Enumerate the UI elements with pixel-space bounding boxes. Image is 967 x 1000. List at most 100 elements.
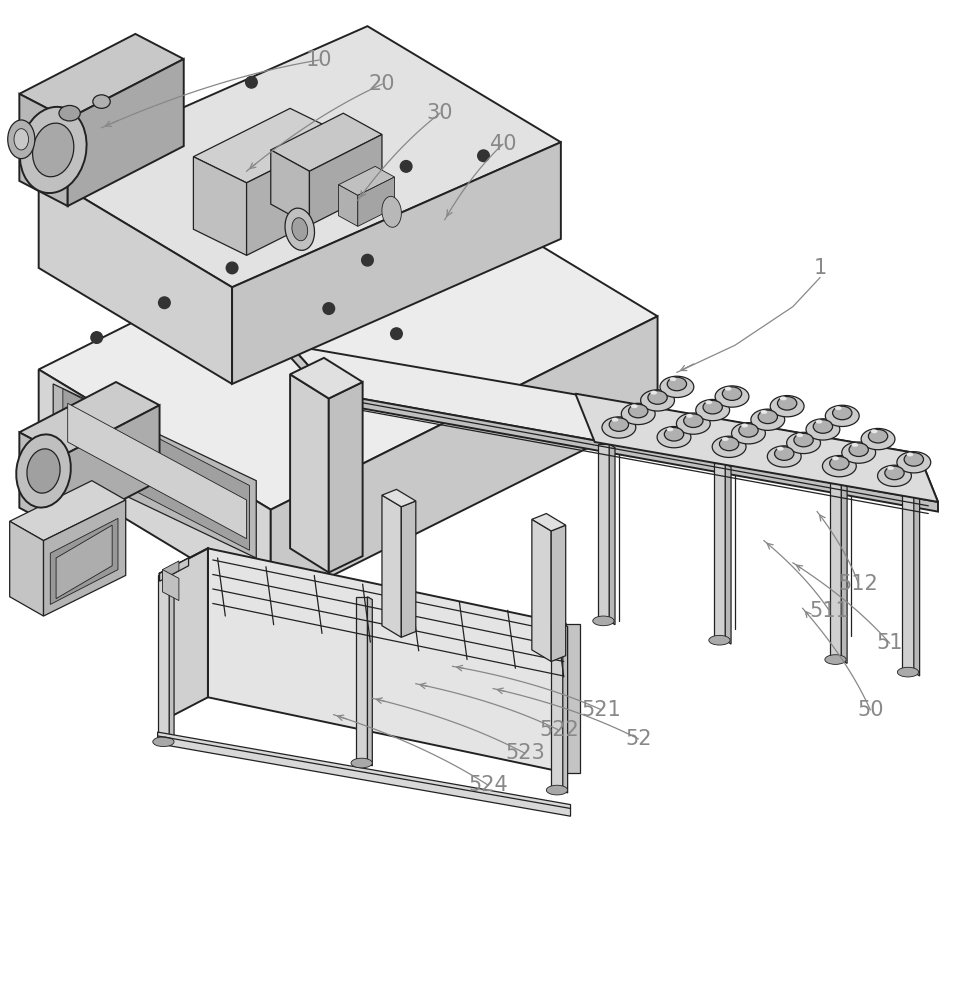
Polygon shape (309, 134, 382, 225)
Polygon shape (271, 316, 658, 606)
Ellipse shape (14, 129, 29, 150)
Ellipse shape (833, 406, 852, 420)
Polygon shape (532, 519, 551, 661)
Polygon shape (401, 501, 416, 637)
Polygon shape (162, 561, 179, 579)
Polygon shape (193, 157, 247, 255)
Ellipse shape (667, 377, 687, 391)
Ellipse shape (59, 105, 80, 121)
Polygon shape (714, 463, 725, 640)
Polygon shape (532, 514, 566, 531)
Polygon shape (208, 548, 566, 773)
Circle shape (246, 76, 257, 88)
Ellipse shape (885, 466, 904, 480)
Polygon shape (158, 575, 169, 742)
Circle shape (391, 328, 402, 339)
Ellipse shape (851, 443, 859, 447)
Ellipse shape (815, 420, 822, 424)
Ellipse shape (832, 456, 839, 460)
Circle shape (226, 262, 238, 274)
Polygon shape (19, 432, 63, 531)
Text: 10: 10 (306, 50, 333, 70)
Text: 511: 511 (809, 601, 850, 621)
Text: 1: 1 (813, 258, 827, 278)
Ellipse shape (621, 403, 656, 425)
Polygon shape (830, 483, 841, 660)
Ellipse shape (887, 466, 894, 470)
Polygon shape (19, 94, 68, 206)
Polygon shape (551, 624, 563, 790)
Ellipse shape (677, 413, 710, 434)
Ellipse shape (16, 434, 71, 508)
Ellipse shape (93, 95, 110, 108)
Polygon shape (563, 624, 568, 793)
Circle shape (91, 332, 103, 343)
Ellipse shape (813, 420, 833, 433)
Ellipse shape (609, 418, 629, 431)
Text: 40: 40 (489, 134, 516, 154)
Ellipse shape (601, 417, 636, 438)
Ellipse shape (779, 397, 786, 400)
Polygon shape (609, 444, 615, 625)
Ellipse shape (153, 737, 174, 747)
Text: 523: 523 (505, 743, 545, 763)
Polygon shape (247, 134, 343, 255)
Ellipse shape (546, 785, 568, 795)
Ellipse shape (630, 404, 638, 408)
Text: 20: 20 (368, 74, 396, 94)
Ellipse shape (648, 391, 667, 404)
Ellipse shape (777, 397, 797, 410)
Ellipse shape (285, 208, 314, 250)
Polygon shape (160, 558, 189, 581)
Polygon shape (271, 113, 382, 171)
Polygon shape (169, 575, 174, 745)
Polygon shape (158, 732, 571, 816)
Ellipse shape (703, 400, 722, 414)
Ellipse shape (751, 409, 785, 430)
Polygon shape (290, 345, 334, 405)
Circle shape (168, 112, 180, 124)
Ellipse shape (27, 449, 60, 493)
Polygon shape (19, 34, 184, 119)
Ellipse shape (877, 465, 911, 486)
Ellipse shape (292, 218, 308, 241)
Ellipse shape (725, 387, 732, 391)
Ellipse shape (732, 423, 766, 444)
Polygon shape (271, 150, 309, 225)
Ellipse shape (841, 442, 876, 463)
Polygon shape (39, 26, 561, 287)
Ellipse shape (870, 429, 878, 433)
Ellipse shape (775, 447, 794, 460)
Polygon shape (575, 394, 938, 502)
Ellipse shape (19, 107, 87, 193)
Polygon shape (10, 481, 126, 541)
Ellipse shape (741, 424, 748, 427)
Ellipse shape (796, 433, 803, 437)
Polygon shape (356, 597, 367, 763)
Polygon shape (382, 495, 401, 637)
Ellipse shape (739, 424, 758, 437)
Polygon shape (358, 177, 395, 226)
Polygon shape (53, 384, 256, 558)
Ellipse shape (719, 437, 739, 451)
Polygon shape (63, 405, 160, 531)
Polygon shape (725, 463, 731, 644)
Polygon shape (551, 525, 566, 661)
Ellipse shape (640, 390, 675, 411)
Text: 522: 522 (539, 720, 579, 740)
Ellipse shape (669, 377, 677, 381)
Ellipse shape (868, 429, 888, 443)
Ellipse shape (907, 453, 913, 456)
Ellipse shape (897, 667, 919, 677)
Ellipse shape (686, 414, 692, 418)
Ellipse shape (351, 758, 372, 768)
Polygon shape (914, 495, 920, 676)
Polygon shape (329, 382, 363, 573)
Polygon shape (56, 525, 112, 599)
Text: 52: 52 (625, 729, 652, 749)
Ellipse shape (721, 437, 729, 441)
Text: 524: 524 (468, 775, 509, 795)
Ellipse shape (794, 433, 813, 447)
Ellipse shape (822, 456, 857, 477)
Ellipse shape (849, 443, 868, 456)
